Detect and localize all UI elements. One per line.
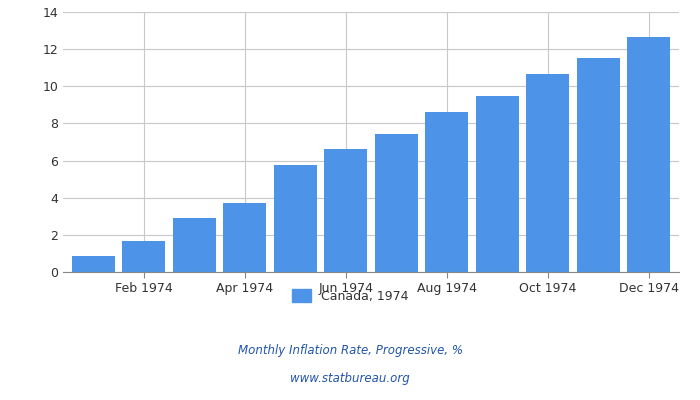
Bar xyxy=(274,165,316,272)
Bar xyxy=(426,112,468,272)
Bar xyxy=(173,218,216,272)
Bar xyxy=(122,241,165,272)
Legend: Canada, 1974: Canada, 1974 xyxy=(287,284,413,308)
Bar xyxy=(526,74,569,272)
Text: www.statbureau.org: www.statbureau.org xyxy=(290,372,410,385)
Bar xyxy=(476,96,519,272)
Text: Monthly Inflation Rate, Progressive, %: Monthly Inflation Rate, Progressive, % xyxy=(237,344,463,357)
Bar xyxy=(627,36,670,272)
Bar xyxy=(72,256,115,272)
Bar xyxy=(577,58,620,272)
Bar xyxy=(374,134,418,272)
Bar xyxy=(324,150,368,272)
Bar xyxy=(223,203,266,272)
